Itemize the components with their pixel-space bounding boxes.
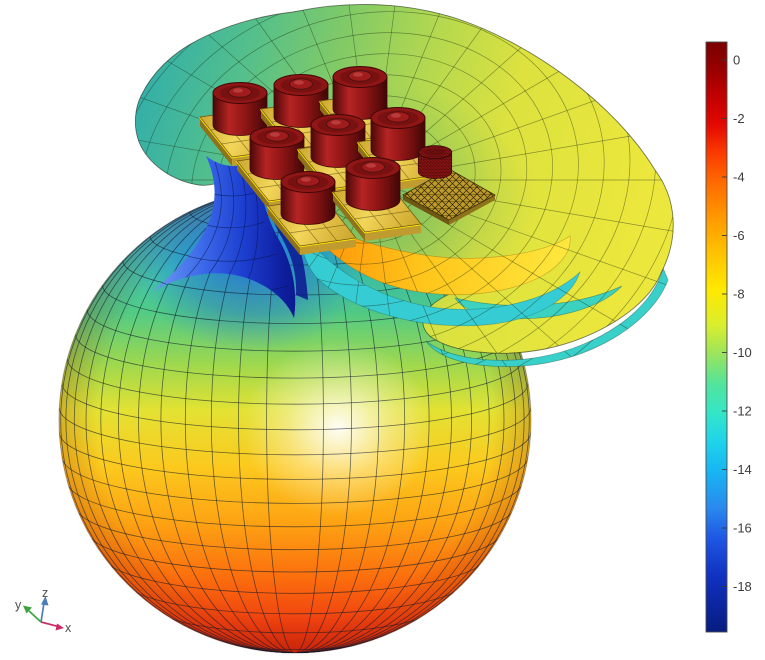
x-axis-arrow	[40, 621, 58, 628]
x-axis-label: x	[65, 621, 72, 635]
colorbar-tick-label: -6	[733, 228, 745, 243]
underside-roll	[425, 266, 669, 367]
y-axis-arrowhead	[23, 605, 32, 614]
colorbar-tick-label: -10	[733, 345, 752, 360]
colorbar-tick-label: 0	[733, 53, 740, 68]
colorbar-tick-label: -8	[733, 287, 745, 302]
colorbar-tick-label: -12	[733, 404, 752, 419]
colorbar-tick-label: -16	[733, 521, 752, 536]
antenna-array	[198, 65, 496, 257]
colorbar-ticks: 0 -2 -4 -6 -8 -10 -12 -14 -16 -18	[722, 53, 752, 594]
z-axis-arrow	[40, 602, 45, 623]
axis-triad: y z x	[15, 586, 72, 635]
colorbar-tick-label: -14	[733, 462, 752, 477]
orange-ledge	[294, 207, 571, 295]
colorbar-tick-label: -2	[733, 111, 745, 126]
colorbar: 0 -2 -4 -6 -8 -10 -12 -14 -16 -18	[705, 41, 752, 633]
meshed-element-cylinder	[417, 145, 453, 179]
colorbar-tick-label: -4	[733, 170, 745, 185]
x-axis-arrowhead	[55, 623, 64, 631]
meshed-patch-antenna-unit	[402, 145, 496, 225]
z-axis-arrowhead	[41, 596, 49, 606]
colorbar-gradient-bar	[705, 41, 728, 633]
z-axis-label: z	[42, 586, 48, 600]
sphere-mesh-grid	[59, 187, 531, 653]
y-axis-label: y	[15, 598, 22, 612]
y-axis-arrow	[28, 610, 42, 623]
teal-ridge	[299, 226, 581, 327]
colorbar-tick-label: -18	[733, 579, 752, 594]
